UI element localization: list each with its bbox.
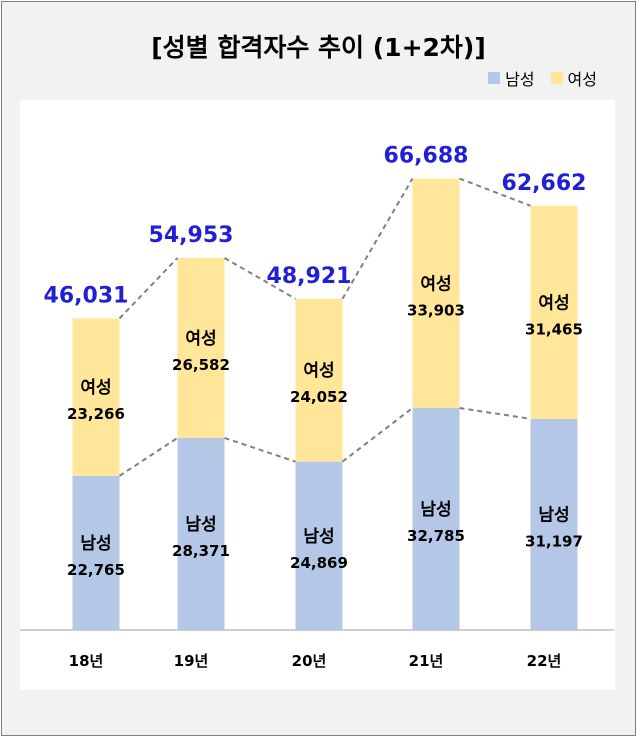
chart-title: [성별 합격자수 추이 (1+2차)]	[151, 33, 486, 62]
female-seg-name-0: 여성	[80, 378, 111, 398]
bar-female-3	[412, 178, 460, 409]
male-value-label-2: 24,869	[290, 554, 348, 572]
female-seg-name-3: 여성	[420, 274, 451, 294]
bar-male-3	[412, 408, 460, 630]
bar-male-0	[72, 475, 120, 630]
legend-item-female: 여성	[550, 66, 597, 90]
female-value-label-2: 24,052	[290, 388, 348, 406]
bar-female-1	[177, 257, 225, 438]
male-value-label-4: 31,197	[525, 532, 583, 550]
male-seg-name-1: 남성	[185, 515, 216, 535]
x-tick-label-1: 19년	[174, 652, 209, 670]
bar-male-2	[295, 461, 343, 630]
total-label-0: 46,031	[44, 283, 129, 308]
female-value-label-0: 23,266	[67, 405, 125, 423]
female-seg-name-4: 여성	[538, 293, 569, 313]
bar-female-4	[530, 205, 578, 419]
total-label-3: 66,688	[384, 144, 469, 169]
bar-female-0	[72, 318, 120, 476]
x-tick-label-0: 18년	[69, 652, 104, 670]
male-connector-2	[341, 407, 414, 463]
legend-label-male: 남성	[505, 70, 535, 89]
total-connector-0	[118, 257, 179, 320]
x-tick-label-3: 21년	[409, 652, 444, 670]
total-label-1: 54,953	[149, 223, 234, 248]
x-tick-label-2: 20년	[292, 652, 327, 670]
female-seg-name-1: 여성	[185, 329, 216, 349]
male-connector-1	[224, 436, 296, 463]
female-value-label-4: 31,465	[525, 320, 583, 338]
male-value-label-0: 22,765	[67, 561, 125, 579]
total-label-2: 48,921	[267, 264, 352, 289]
legend: 남성 여성	[478, 66, 597, 90]
male-seg-name-0: 남성	[80, 534, 111, 554]
total-label-4: 62,662	[502, 171, 587, 196]
total-connector-3	[459, 177, 531, 207]
bar-male-4	[530, 418, 578, 630]
legend-swatch-male	[488, 72, 501, 84]
female-seg-name-2: 여성	[303, 361, 334, 381]
total-connector-2	[341, 178, 414, 300]
legend-label-female: 여성	[567, 70, 597, 89]
male-value-label-3: 32,785	[407, 527, 465, 545]
male-value-label-1: 28,371	[172, 542, 230, 560]
female-value-label-1: 26,582	[172, 356, 230, 374]
male-connector-3	[459, 407, 531, 420]
legend-swatch-female	[550, 72, 563, 84]
male-seg-name-4: 남성	[538, 505, 569, 525]
male-seg-name-2: 남성	[303, 527, 334, 547]
female-value-label-3: 33,903	[407, 301, 465, 319]
bar-male-1	[177, 437, 225, 630]
bar-female-2	[295, 298, 343, 462]
x-tick-label-4: 22년	[527, 652, 562, 670]
legend-item-male: 남성	[488, 66, 535, 90]
male-seg-name-3: 남성	[420, 500, 451, 520]
male-connector-0	[118, 437, 179, 477]
total-connector-1	[224, 257, 296, 300]
